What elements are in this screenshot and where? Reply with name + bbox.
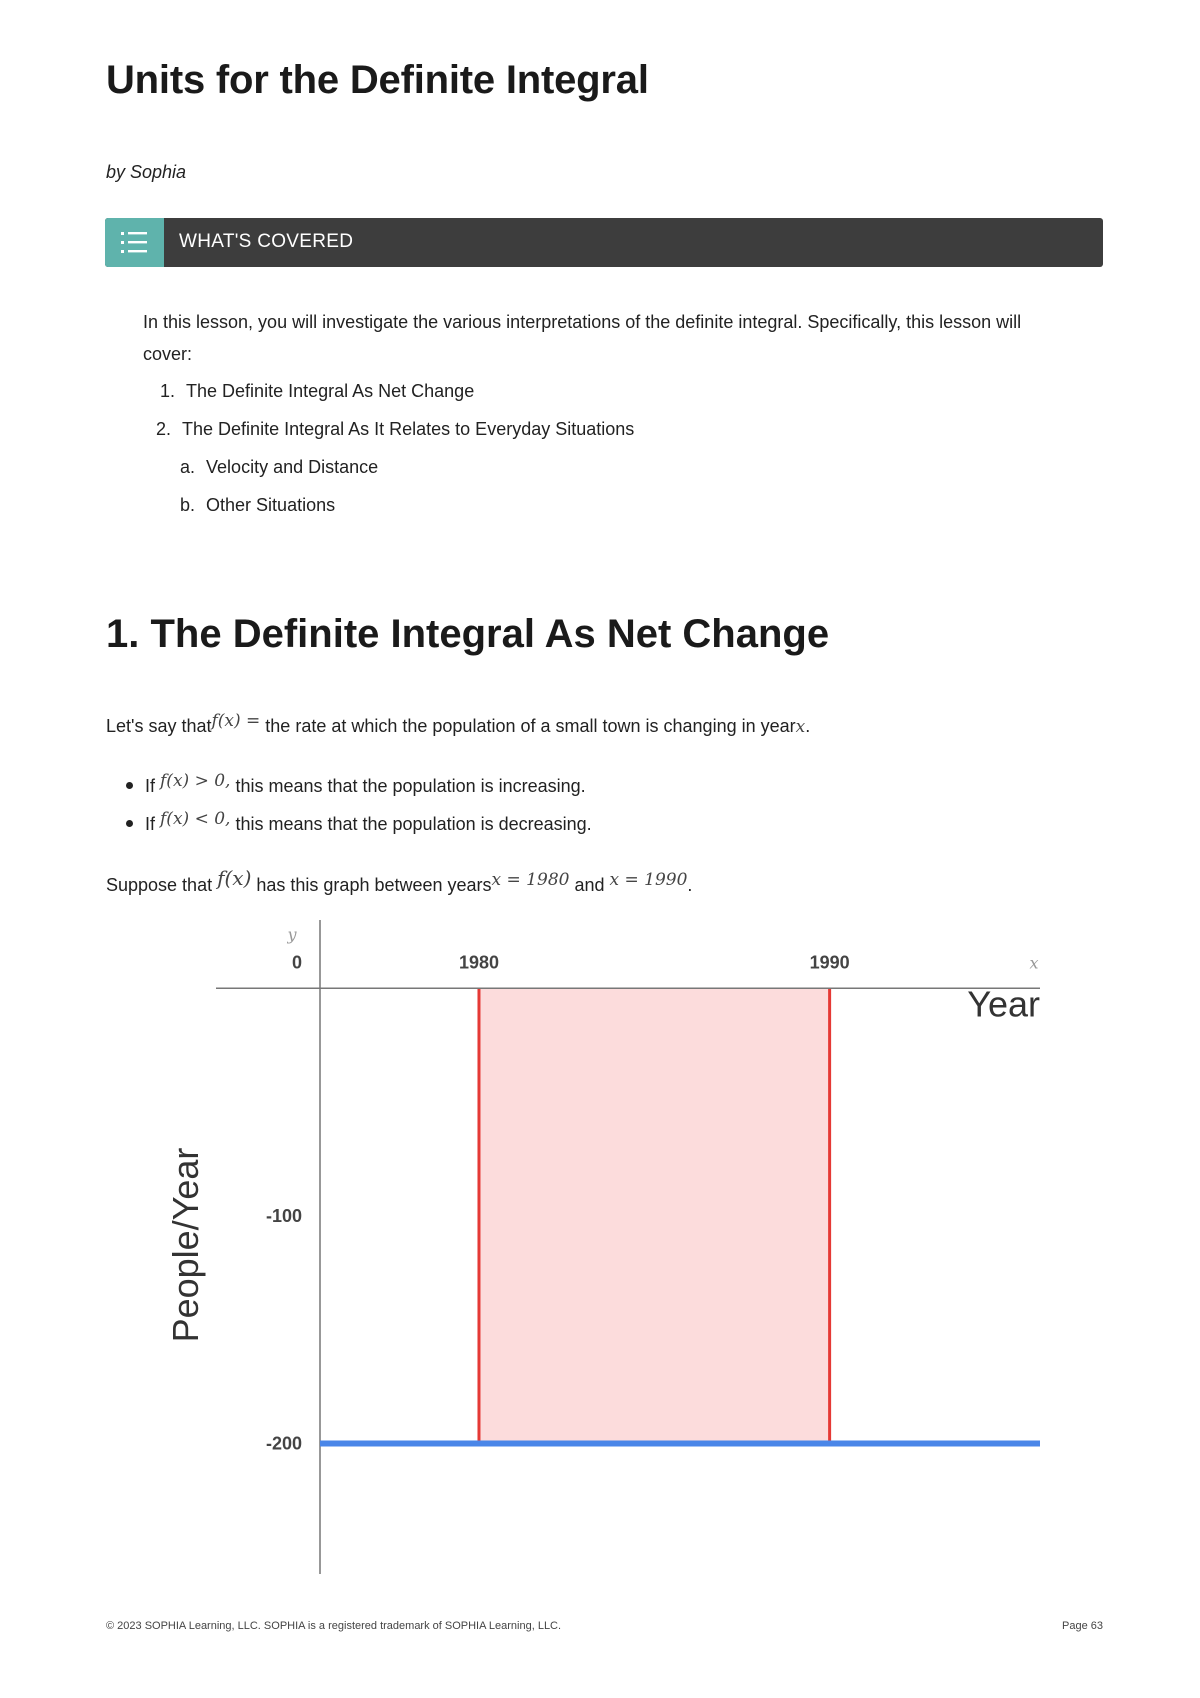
para-text: has this graph between years [251,875,492,895]
bullet-text: this means that the population is increa… [230,776,586,796]
page-title: Units for the Definite Integral [106,58,649,102]
bullet-prefix: If [145,814,161,834]
toc-item: 2. The Definite Integral As It Relates t… [156,419,634,440]
bullet-icon [126,781,133,789]
toc-text: Other Situations [206,495,336,515]
para-text: Suppose that [106,875,218,895]
para-text: the rate at which the population of a sm… [260,716,796,736]
math-expression: f(x) > 0, [160,771,231,791]
y-tick-label: -100 [266,1206,302,1226]
toc-text: The Definite Integral As It Relates to E… [182,419,635,439]
math-expression: x = 1990 [609,870,688,890]
bullet-prefix: If [145,776,161,796]
toc-item: 1. The Definite Integral As Net Change [160,381,474,402]
whats-covered-banner: WHAT'S COVERED [105,218,1103,267]
population-rate-chart: 1980 1990 0 -100 -200 y x Year People/Year [165,920,1040,1574]
x-axis-variable: x [1029,953,1038,972]
whats-covered-label: WHAT'S COVERED [179,231,354,252]
math-expression: f(x) = [211,711,261,731]
y-tick-label: 0 [292,952,302,972]
x-tick-label: 1990 [810,952,850,972]
toc-text: Velocity and Distance [206,457,379,477]
para-text: . [687,875,693,895]
toc-marker: 1. [160,381,176,401]
list-icon [105,218,164,267]
bullet-icon [126,819,133,827]
para-text: . [805,716,811,736]
math-expression: f(x) < 0, [160,809,231,829]
math-expression: x = 1980 [491,870,570,890]
toc-marker: b. [180,495,196,515]
toc-marker: a. [180,457,196,477]
y-axis-title: People/Year [165,1148,206,1343]
bullet-item: If f(x) > 0, this means that the populat… [126,771,586,797]
toc-text: The Definite Integral As Net Change [186,381,475,401]
shaded-area [478,988,830,1444]
para-text: and [569,875,610,895]
math-expression: f(x) [217,866,252,890]
covered-intro: In this lesson, you will investigate the… [143,312,1022,364]
footer-copyright: © 2023 SOPHIA Learning, LLC. SOPHIA is a… [106,1620,562,1632]
toc-subitem: a. Velocity and Distance [180,457,378,478]
math-variable: x [795,717,806,737]
footer-page-number: Page 63 [1062,1620,1103,1632]
x-tick-label: 1980 [459,952,499,972]
author-byline: by Sophia [106,162,187,182]
y-axis-variable: y [286,925,297,944]
x-axis-title: Year [967,983,1040,1024]
bullet-text: this means that the population is decrea… [230,814,592,834]
y-tick-label: -200 [266,1433,302,1453]
graph-intro-paragraph: Suppose that f(x) has this graph between… [106,866,693,896]
intro-paragraph: Let's say thatf(x) = the rate at which t… [106,711,811,737]
toc-marker: 2. [156,419,172,439]
toc-subitem: b. Other Situations [180,495,335,516]
section-heading: 1. The Definite Integral As Net Change [106,612,830,656]
bullet-item: If f(x) < 0, this means that the populat… [126,809,592,835]
para-text: Let's say that [106,716,212,736]
